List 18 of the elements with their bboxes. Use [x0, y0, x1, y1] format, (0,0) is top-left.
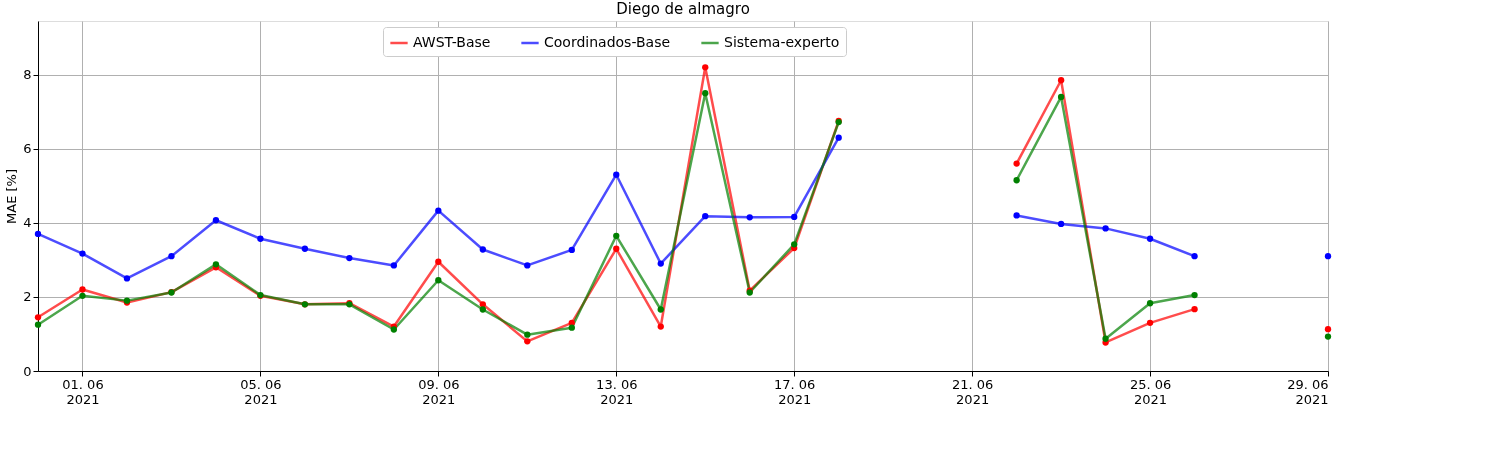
legend-label: AWST-Base: [413, 34, 491, 50]
y-tick-label: 0: [23, 363, 32, 379]
y-tick-label: 6: [23, 141, 32, 157]
x-tick-label: 05. 06 2021: [240, 376, 282, 407]
x-tick-label: 25. 06 2021: [1129, 376, 1172, 407]
chart-title: Diego de almagro: [616, 0, 750, 18]
x-tick-label: 29. 06 2021: [1287, 376, 1329, 407]
x-tick-label: 13. 06 2021: [596, 376, 638, 407]
y-tick-label: 8: [23, 67, 32, 83]
x-tick-label: 01. 06 2021: [62, 376, 104, 407]
y-axis-title: MAE [%]: [4, 169, 20, 224]
x-tick-label: 17. 06 2021: [774, 376, 816, 407]
x-tick-label: 21. 06 2021: [951, 376, 994, 407]
legend-label: Coordinados-Base: [544, 34, 671, 50]
x-tick-label: 09. 06 2021: [418, 376, 460, 407]
y-tick-label: 4: [23, 215, 32, 231]
legend-label: Sistema-experto: [724, 34, 840, 50]
y-tick-label: 2: [23, 289, 32, 305]
